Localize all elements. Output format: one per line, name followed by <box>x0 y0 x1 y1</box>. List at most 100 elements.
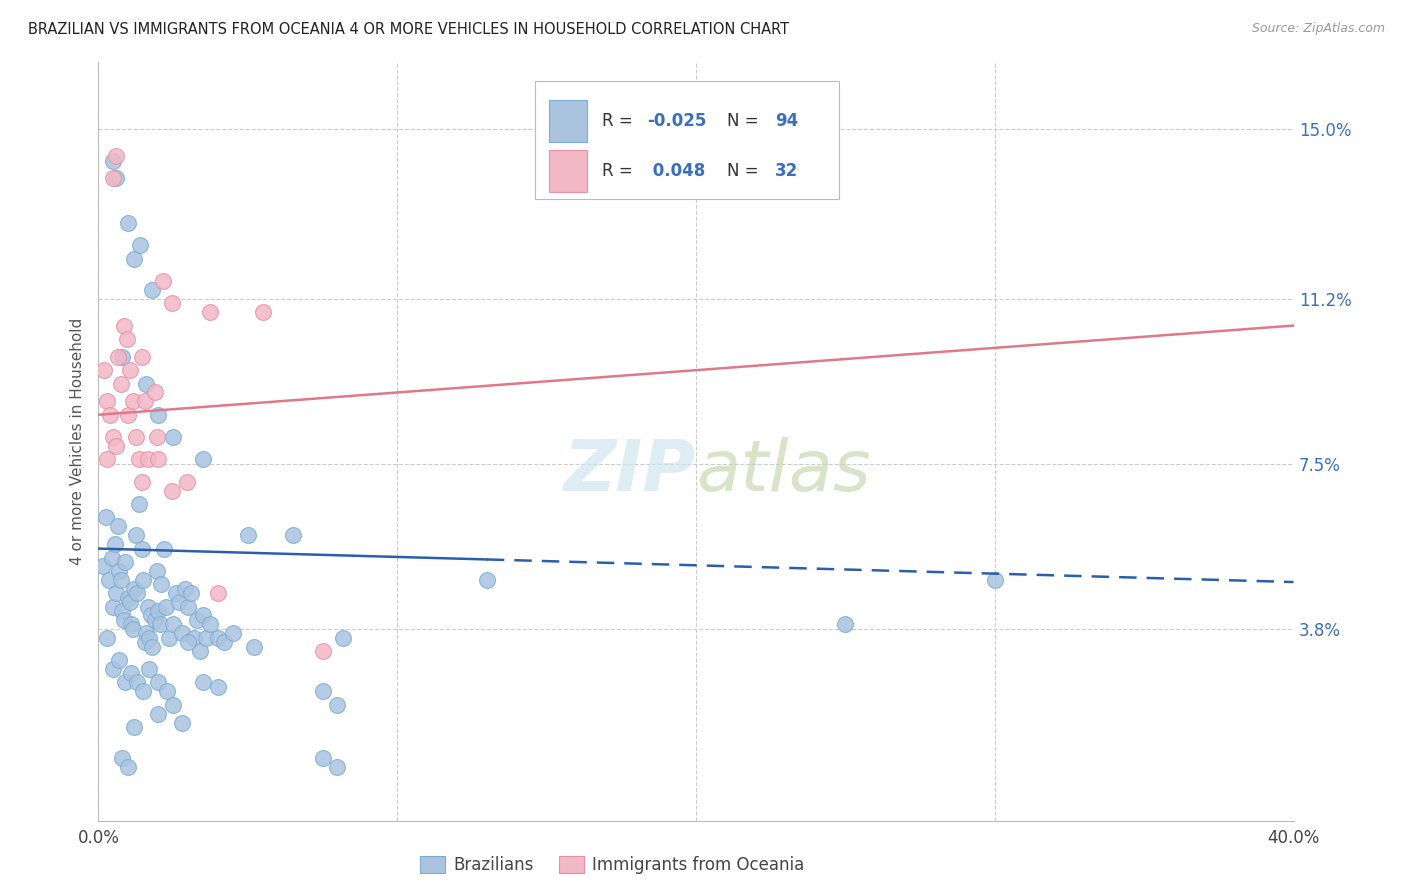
Point <box>332 631 354 645</box>
Point <box>114 555 136 569</box>
Point <box>121 622 143 636</box>
Point <box>212 635 235 649</box>
Point <box>120 666 142 681</box>
Point <box>191 452 214 467</box>
Point <box>117 408 139 422</box>
Point <box>132 684 155 698</box>
Point <box>252 305 274 319</box>
Point <box>162 617 184 632</box>
Point <box>135 376 157 391</box>
Point <box>200 617 222 632</box>
Point <box>96 631 118 645</box>
Point <box>112 318 135 333</box>
Point <box>183 631 205 645</box>
Point <box>132 573 155 587</box>
Point <box>157 631 180 645</box>
Text: R =: R = <box>602 112 637 130</box>
Text: R =: R = <box>602 161 637 180</box>
Point <box>475 573 498 587</box>
Text: 32: 32 <box>775 161 799 180</box>
Point <box>172 715 194 730</box>
Point <box>111 604 134 618</box>
Point <box>135 626 157 640</box>
Text: -0.025: -0.025 <box>647 112 706 130</box>
Point <box>115 332 138 346</box>
Point <box>105 149 128 163</box>
Point <box>124 720 146 734</box>
Point <box>222 626 245 640</box>
Point <box>98 408 122 422</box>
Point <box>96 452 118 467</box>
Point <box>128 452 150 467</box>
Point <box>117 760 139 774</box>
Point <box>128 497 150 511</box>
Point <box>103 662 125 676</box>
Point <box>124 252 146 266</box>
Point <box>125 528 148 542</box>
Point <box>207 586 229 600</box>
Point <box>111 751 134 765</box>
Point <box>200 305 222 319</box>
Point <box>148 604 170 618</box>
Y-axis label: 4 or more Vehicles in Household: 4 or more Vehicles in Household <box>70 318 86 566</box>
Point <box>103 599 125 614</box>
Point <box>136 452 159 467</box>
Point <box>145 564 167 578</box>
Point <box>188 644 211 658</box>
Point <box>118 363 141 377</box>
Point <box>172 626 194 640</box>
Point <box>191 608 214 623</box>
Text: 94: 94 <box>775 112 799 130</box>
Point <box>93 363 115 377</box>
Point <box>121 394 143 409</box>
Point <box>145 430 167 444</box>
Point <box>110 573 132 587</box>
Point <box>114 675 136 690</box>
Point <box>105 171 128 186</box>
Point <box>148 706 170 721</box>
Text: 0.048: 0.048 <box>647 161 706 180</box>
Point <box>191 675 214 690</box>
Point <box>105 439 128 453</box>
Text: BRAZILIAN VS IMMIGRANTS FROM OCEANIA 4 OR MORE VEHICLES IN HOUSEHOLD CORRELATION: BRAZILIAN VS IMMIGRANTS FROM OCEANIA 4 O… <box>28 22 789 37</box>
Text: N =: N = <box>727 161 763 180</box>
Point <box>243 640 266 654</box>
Point <box>120 617 142 632</box>
Point <box>134 394 156 409</box>
Point <box>153 541 176 556</box>
Point <box>152 274 174 288</box>
Point <box>326 760 349 774</box>
Point <box>108 653 131 667</box>
Point <box>103 430 125 444</box>
Legend: Brazilians, Immigrants from Oceania: Brazilians, Immigrants from Oceania <box>413 849 811 880</box>
Point <box>96 394 118 409</box>
Text: atlas: atlas <box>696 437 870 507</box>
Point <box>195 631 218 645</box>
Point <box>156 684 179 698</box>
Point <box>117 216 139 230</box>
Text: ZIP: ZIP <box>564 437 696 507</box>
Point <box>207 631 229 645</box>
Point <box>127 586 149 600</box>
Point <box>167 595 190 609</box>
Point <box>984 573 1007 587</box>
Text: Source: ZipAtlas.com: Source: ZipAtlas.com <box>1251 22 1385 36</box>
Point <box>131 475 153 489</box>
Point <box>148 675 170 690</box>
Point <box>143 613 166 627</box>
Text: N =: N = <box>727 112 763 130</box>
Point <box>124 582 146 596</box>
Point <box>125 430 148 444</box>
Point <box>112 613 135 627</box>
Point <box>176 475 198 489</box>
Point <box>311 644 333 658</box>
Point <box>94 510 117 524</box>
Point <box>105 586 128 600</box>
Point <box>107 350 129 364</box>
Point <box>131 541 153 556</box>
Point <box>108 564 131 578</box>
Point <box>148 408 170 422</box>
Point <box>165 586 187 600</box>
Point <box>186 613 208 627</box>
Point <box>834 617 856 632</box>
